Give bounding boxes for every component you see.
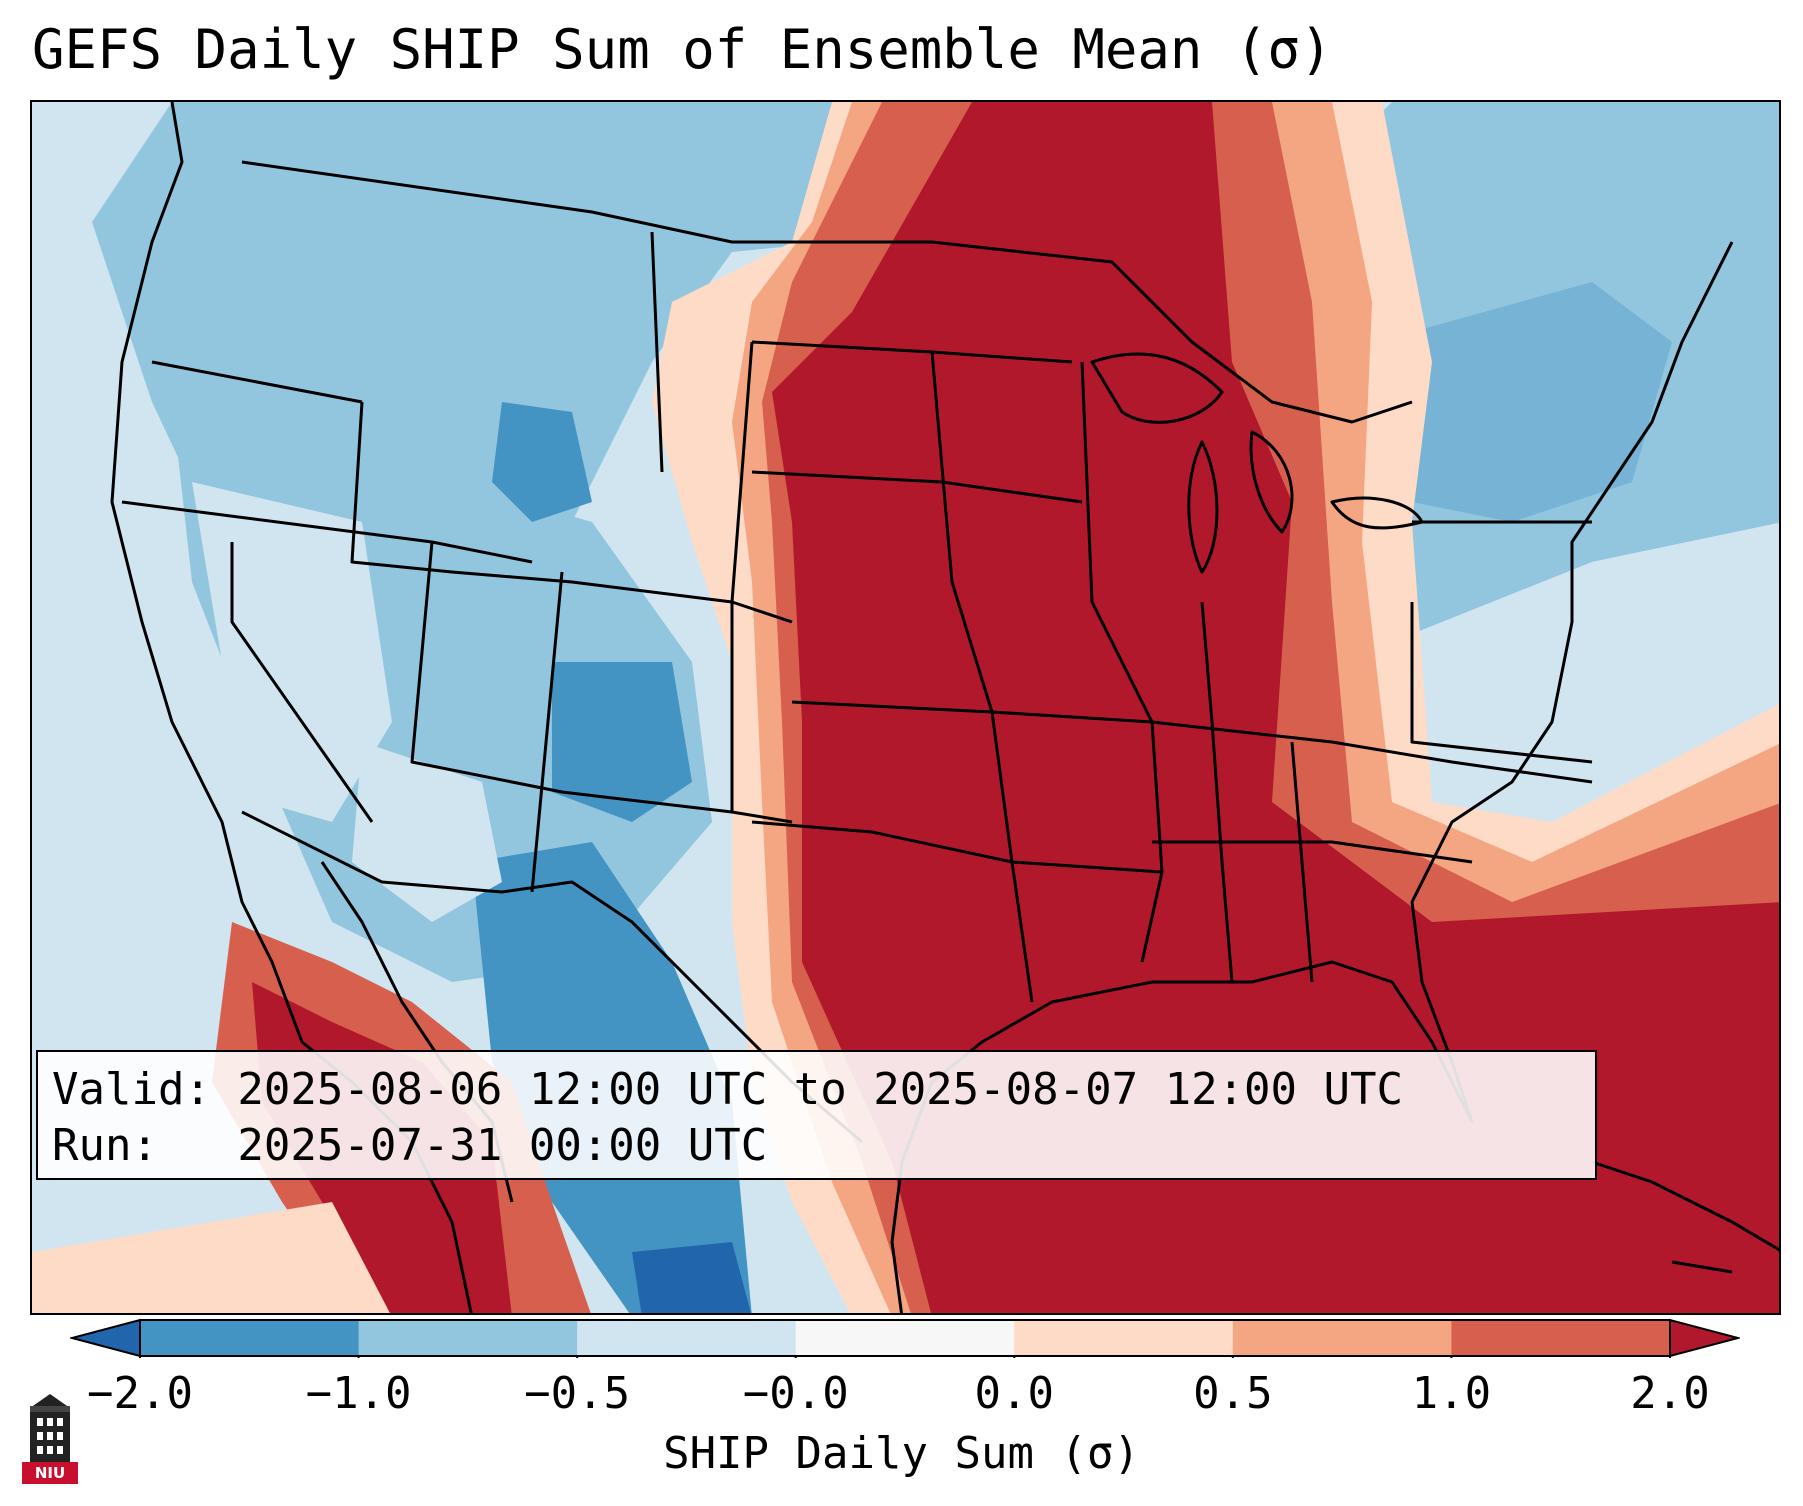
colorbar-tick-label: −2.0	[87, 1368, 193, 1419]
niu-tower-graphic	[30, 1394, 70, 1462]
west-coastline	[110, 102, 304, 1043]
valid-run-info-box: Valid: 2025-08-06 12:00 UTC to 2025-08-0…	[36, 1050, 1597, 1180]
lake-michigan	[1187, 440, 1219, 574]
canada-border-west	[241, 160, 932, 244]
colorbar-label: SHIP Daily Sum (σ)	[663, 1428, 1140, 1479]
valid-time-text: Valid: 2025-08-06 12:00 UTC to 2025-08-0…	[52, 1064, 1404, 1115]
field-mexico-deepblue	[632, 1242, 751, 1313]
colorbar-tick-label: −0.0	[742, 1368, 849, 1419]
run-time-text: Run: 2025-07-31 00:00 UTC	[52, 1120, 768, 1171]
lake-huron	[1249, 430, 1294, 534]
state-line-va-nc	[1410, 602, 1593, 764]
colorbar-segment	[1451, 1320, 1671, 1356]
colorbar-segment	[795, 1320, 1015, 1356]
niu-tower-icon: NIU	[22, 1392, 78, 1484]
colorbar-segment	[1232, 1320, 1452, 1356]
colorbar-ticks	[139, 1356, 1671, 1358]
colorbar-outline	[139, 1319, 1671, 1357]
state-line-central-2	[410, 541, 793, 824]
colorbar-segment	[140, 1320, 360, 1356]
colorbar-extend-low	[70, 1318, 141, 1358]
field-pacific-peach	[32, 1202, 390, 1313]
colorbar-tick-label: 2.0	[1630, 1368, 1710, 1419]
field-midatlantic-lightblue	[1332, 522, 1779, 802]
field-arizona-lightblue	[352, 742, 502, 922]
state-line-in-oh	[1200, 601, 1234, 983]
colorbar-tick-label: −0.5	[524, 1368, 631, 1419]
jamaica-outline	[1671, 1260, 1733, 1274]
colorbar	[70, 1318, 1740, 1358]
lake-superior	[1090, 352, 1224, 424]
field-central-darkred	[772, 102, 1779, 1313]
page-title: GEFS Daily SHIP Sum of Ensemble Mean (σ)	[32, 18, 1333, 81]
field-greatbasin-lightblue	[192, 482, 392, 822]
state-line-tn-ky	[1151, 720, 1593, 784]
colorbar-segment	[1014, 1320, 1234, 1356]
state-line-tn-al	[1152, 840, 1473, 864]
colorbar-extend-high	[1669, 1318, 1740, 1358]
state-line-az-nm	[530, 571, 564, 893]
caribbean-islands	[1591, 1160, 1779, 1274]
state-line-mo-ia	[930, 351, 1034, 1003]
field-wyoming-darkblue	[492, 402, 592, 522]
colorbar-segment	[577, 1320, 797, 1356]
state-line-mt-wy	[650, 231, 664, 473]
canada-border-east	[931, 240, 1413, 424]
field-newengland-blue	[1412, 282, 1672, 522]
cuba-outline	[1591, 1160, 1779, 1252]
state-line-or-wa	[151, 360, 363, 404]
colorbar-tick-label: 1.0	[1411, 1368, 1492, 1419]
colorbar-tick-label: −1.0	[305, 1368, 412, 1419]
state-line-nv-ca	[230, 542, 374, 823]
colorbar-segments	[70, 1318, 1740, 1358]
state-line-ok-tx	[751, 820, 1163, 874]
colorbar-segment	[358, 1320, 578, 1356]
state-line-dakotas-west	[730, 341, 754, 603]
colorbar-tick-label: 0.0	[974, 1368, 1055, 1419]
state-line-central-1	[350, 401, 793, 624]
field-colorado-darkblue	[552, 662, 692, 822]
colorbar-tick-label: 0.5	[1193, 1368, 1273, 1419]
state-line-al-ga	[1290, 741, 1314, 983]
niu-logo-text: NIU	[22, 1462, 78, 1484]
east-coastline	[1410, 241, 1734, 1123]
